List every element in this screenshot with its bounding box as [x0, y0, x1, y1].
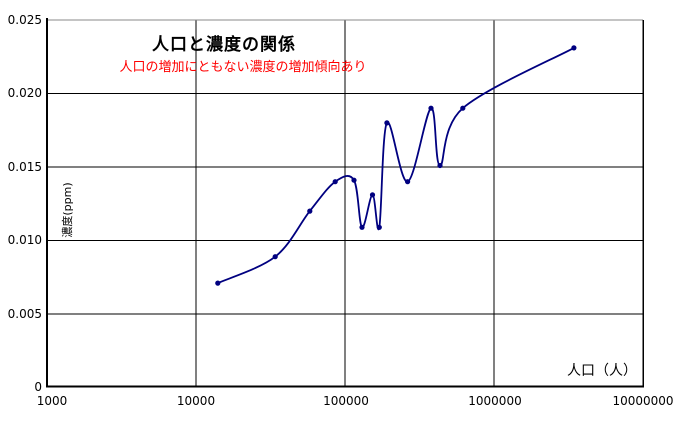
- y-tick-label: 0.005: [7, 307, 42, 321]
- data-point-marker: [359, 224, 365, 230]
- y-tick-label: 0.015: [7, 160, 42, 174]
- data-point-marker: [571, 45, 577, 51]
- y-tick-label: 0.010: [7, 233, 42, 247]
- x-tick-label: 10000: [176, 394, 216, 408]
- chart-title: 人口と濃度の関係: [152, 35, 296, 55]
- x-tick-label: 10000000: [612, 394, 674, 408]
- y-tick-label: 0: [34, 380, 42, 394]
- data-point-marker: [384, 120, 390, 126]
- chart-subtitle: 人口の増加にともない濃度の増加傾向あり: [119, 60, 367, 75]
- data-point-marker: [376, 224, 382, 230]
- data-point-marker: [307, 208, 313, 214]
- data-point-marker: [351, 177, 357, 183]
- data-point-marker: [405, 179, 411, 185]
- data-point-marker: [272, 254, 278, 260]
- data-point-marker: [215, 280, 221, 286]
- x-tick-label: 100000: [323, 394, 369, 408]
- data-point-marker: [437, 162, 443, 169]
- data-point-marker: [332, 179, 338, 185]
- data-point-marker: [460, 105, 466, 111]
- data-point-marker: [369, 192, 376, 198]
- x-tick-label: 1000000: [468, 394, 522, 408]
- y-axis-title: 濃度(ppm): [61, 182, 74, 238]
- data-point-marker: [428, 105, 434, 111]
- x-tick-label: 1000: [36, 394, 68, 408]
- y-tick-label: 0.025: [7, 13, 42, 27]
- series-line: [217, 47, 575, 284]
- y-tick-label: 0.020: [7, 86, 42, 100]
- x-axis-title: 人口（人）: [567, 363, 637, 379]
